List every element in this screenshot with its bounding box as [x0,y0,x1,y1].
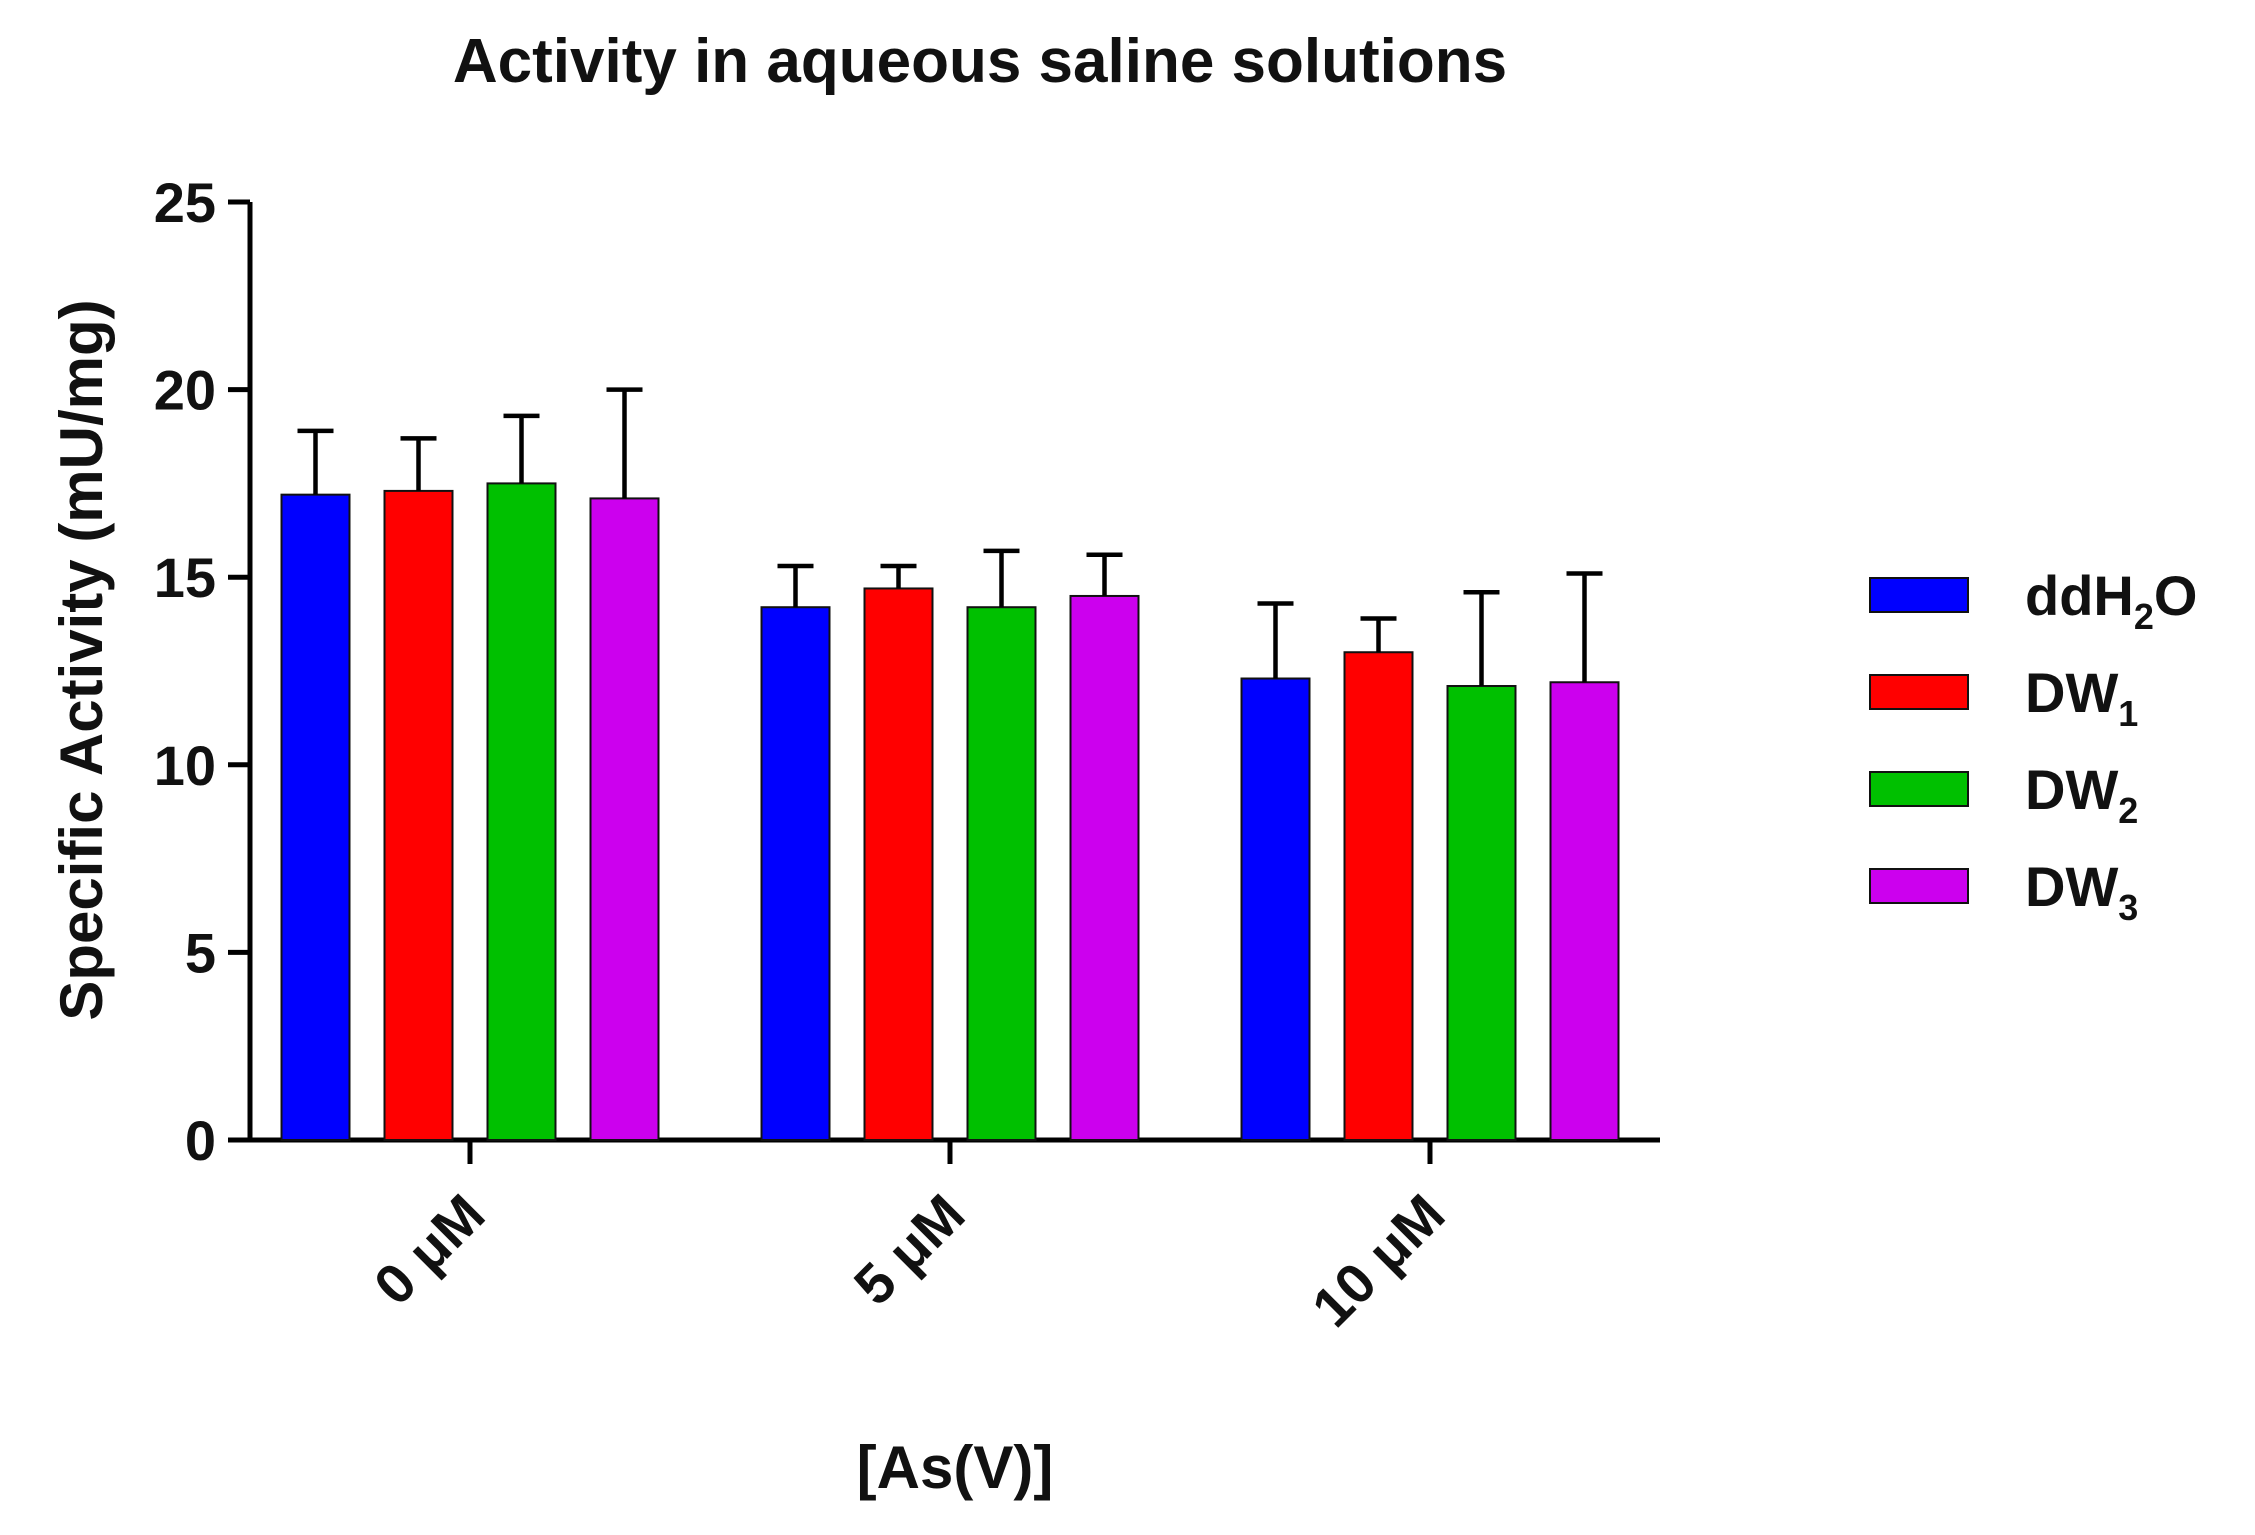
legend-label-base: DW [2025,661,2118,724]
y-tick-label: 10 [154,734,216,797]
legend-label: DW2 [2025,758,2138,831]
bar [1549,681,1620,1141]
bar [280,493,351,1141]
bar [1446,685,1517,1141]
bar [1240,677,1311,1142]
legend-label: DW3 [2025,855,2138,928]
chart-title: Activity in aqueous saline solutions [453,27,1507,96]
x-axis-title: [As(V)] [857,1434,1054,1501]
x-tick-label: 5 μM [842,1182,977,1317]
legend-label-subscript: 2 [2118,790,2138,831]
bar [486,482,557,1141]
y-tick-label: 25 [154,171,216,234]
bar [966,606,1037,1141]
y-axis-title: Specific Activity (mU/mg) [48,299,115,1020]
legend-label: DW1 [2025,661,2138,734]
legend-swatch [1869,771,1969,807]
plot-area: 0 5 10 15 20 25 0 μM 5 μM 10 μM [154,171,1660,1339]
x-tick-label: 0 μM [362,1182,497,1317]
legend-label-suffix: O [2154,564,2198,627]
legend-label-subscript: 3 [2118,887,2138,928]
y-tick-label: 5 [185,921,216,984]
y-tick-label: 15 [154,546,216,609]
bar [1069,594,1140,1141]
legend-label-base: DW [2025,758,2118,821]
legend-label-base: ddH [2025,564,2134,627]
bar [589,497,660,1141]
y-tick-label: 0 [185,1109,216,1172]
legend-swatch [1869,868,1969,904]
legend-label-subscript: 2 [2134,596,2154,637]
legend-label-base: DW [2025,855,2118,918]
bar [863,587,934,1141]
y-tick-label: 20 [154,359,216,422]
legend-label: ddH2O [2025,564,2197,637]
x-tick-label: 10 μM [1300,1182,1457,1339]
legend-swatch [1869,577,1969,613]
bar [383,489,454,1141]
legend-label-subscript: 1 [2118,693,2138,734]
bar [760,606,831,1141]
legend-swatch [1869,674,1969,710]
bar [1343,651,1414,1141]
